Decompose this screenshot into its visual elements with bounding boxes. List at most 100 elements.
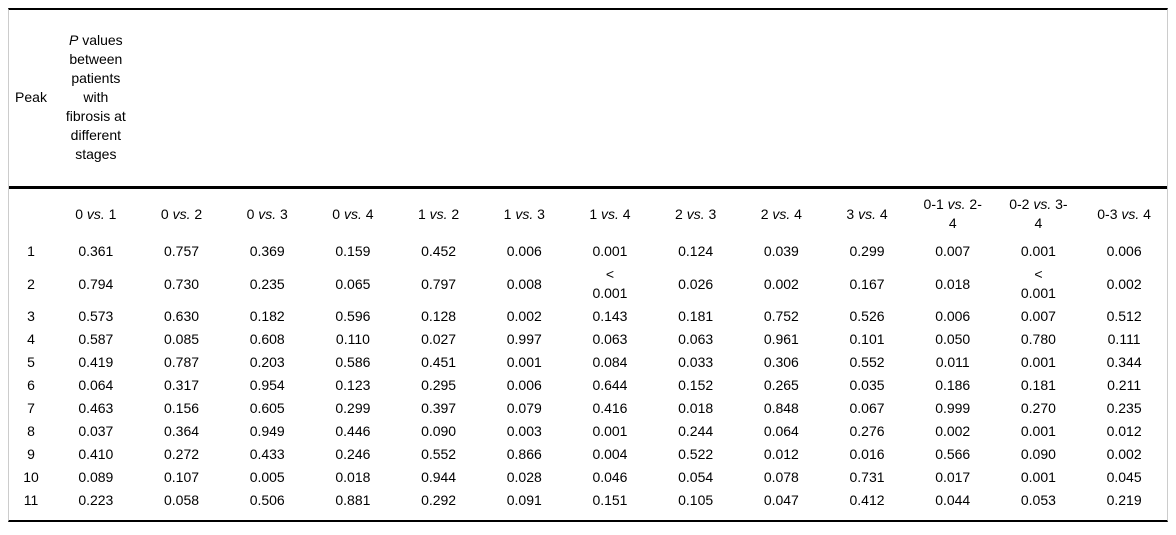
p-values-table-frame: Peak P values between patients with fibr… <box>8 8 1168 522</box>
p-value-cell: 0.211 <box>1107 377 1142 393</box>
p-value-cell: 0.167 <box>849 275 885 292</box>
p-value-cell: 0.006 <box>935 308 971 324</box>
p-value-cell: 0.105 <box>678 492 714 508</box>
p-value-cell: 0.002 <box>1106 275 1142 292</box>
p-value-cell: 0.566 <box>935 446 971 462</box>
p-value-cell: 0.001 <box>1020 423 1056 439</box>
p-value-cell: 0.949 <box>249 423 285 439</box>
main-header-text: P values between patients with fibrosis … <box>65 32 126 163</box>
table-row: 7 0.463 0.156 0.605 0.299 0.397 0.079 0.416 0.01… <box>9 397 1167 420</box>
table-body: 1 0.361 0.757 0.369 0.159 0.452 0.006 0.001 0.12… <box>9 240 1167 520</box>
p-value-cell: 0.064 <box>78 377 114 393</box>
peak-column-header: Peak <box>9 10 53 189</box>
p-value-cell: 0.001 <box>506 354 542 370</box>
p-value-cell: 0.416 <box>592 400 628 416</box>
p-value-cell: 0.044 <box>935 492 971 508</box>
column-label: 2 vs. 4 <box>739 187 825 240</box>
p-value-cell: 0.961 <box>763 331 799 347</box>
p-value-cell: 0.244 <box>678 423 714 439</box>
column-label: 0-1 vs. 2-4 <box>910 187 996 240</box>
p-value-cell: 0.002 <box>935 423 971 439</box>
p-value-cell: 0.630 <box>164 308 200 324</box>
p-value-cell: 0.223 <box>78 492 114 508</box>
p-value-cell: 0.186 <box>935 377 971 393</box>
p-value-cell: 0.067 <box>849 400 885 416</box>
p-value-cell: 0.053 <box>1020 492 1056 508</box>
peak-cell: 2 <box>27 275 35 292</box>
p-value-cell: 0.085 <box>164 331 200 347</box>
p-value-cell: 0.001 <box>592 423 628 439</box>
peak-cell: 5 <box>27 354 35 370</box>
p-value-cell: <0.001 <box>592 266 628 301</box>
p-value-cell: 0.999 <box>935 400 971 416</box>
p-value-cell: 0.181 <box>1020 377 1056 393</box>
p-value-cell: 0.265 <box>763 377 799 393</box>
p-value-cell: 0.090 <box>421 423 457 439</box>
p-value-cell: 0.364 <box>164 423 200 439</box>
column-label-empty <box>9 187 53 240</box>
column-label: 0 vs. 2 <box>139 187 225 240</box>
header-spacer <box>138 10 1167 189</box>
p-value-cell: 0.091 <box>506 492 542 508</box>
p-value-cell: 0.608 <box>249 331 285 347</box>
p-value-cell: 0.644 <box>592 377 628 393</box>
p-value-cell: 0.006 <box>506 243 542 259</box>
p-value-cell: 0.270 <box>1020 400 1056 416</box>
p-value-cell: 0.596 <box>335 308 371 324</box>
column-label: 0-2 vs. 3-4 <box>996 187 1082 240</box>
p-value-cell: 0.006 <box>506 377 542 393</box>
column-label: 1 vs. 2 <box>396 187 482 240</box>
p-value-cell: 0.002 <box>1106 446 1142 462</box>
peak-cell: 11 <box>23 492 39 508</box>
p-value-cell: 0.246 <box>335 446 371 462</box>
table-row: 1 0.361 0.757 0.369 0.159 0.452 0.006 0.001 0.12… <box>9 240 1167 263</box>
column-label: 0 vs. 1 <box>53 187 139 240</box>
p-value-cell: 0.797 <box>421 275 457 292</box>
peak-cell: 9 <box>27 446 35 462</box>
p-value-cell: 0.587 <box>78 331 114 347</box>
column-label-text: 0 vs. 2 <box>160 205 203 222</box>
column-labels-row: 0 vs. 1 0 vs. 2 0 vs. 3 0 vs. 4 1 vs. 2 1 vs.… <box>9 187 1167 240</box>
table-row: 5 0.419 0.787 0.203 0.586 0.451 0.001 0.084 0.03… <box>9 351 1167 374</box>
p-value-cell: 0.128 <box>421 308 457 324</box>
p-value-cell: 0.046 <box>592 469 628 485</box>
p-value-cell: 0.219 <box>1106 492 1142 508</box>
column-label-text: 1 vs. 2 <box>417 205 460 222</box>
column-label-text: 0 vs. 1 <box>75 205 117 222</box>
table-row: 10 0.089 0.107 0.005 0.018 0.944 0.028 0.046 0.0… <box>9 466 1167 489</box>
p-value-cell: 0.463 <box>78 400 114 416</box>
p-value-cell: 0.522 <box>678 446 714 462</box>
p-value-cell: 0.152 <box>678 377 714 393</box>
p-value-cell: 0.002 <box>506 308 542 324</box>
p-value-cell: 0.794 <box>78 275 114 292</box>
p-value-cell: 0.344 <box>1106 354 1142 370</box>
p-value-cell: 0.731 <box>849 469 885 485</box>
table-row: 6 0.064 0.317 0.954 0.123 0.295 0.006 0.644 0.15… <box>9 374 1167 397</box>
p-value-cell: 0.063 <box>678 331 714 347</box>
p-value-cell: 0.001 <box>592 243 628 259</box>
p-value-cell: 0.730 <box>164 275 200 292</box>
p-value-cell: 0.012 <box>763 446 799 462</box>
p-value-cell: 0.064 <box>763 423 799 439</box>
p-value-cell: 0.203 <box>249 354 285 370</box>
peak-cell: 7 <box>27 400 35 416</box>
p-value-cell: 0.506 <box>249 492 285 508</box>
peak-cell: 3 <box>27 308 35 324</box>
p-value-cell: 0.573 <box>78 308 114 324</box>
p-value-cell: 0.787 <box>164 354 200 370</box>
p-value-cell: 0.058 <box>164 492 200 508</box>
p-value-cell: 0.084 <box>592 354 628 370</box>
p-value-cell: 0.028 <box>506 469 542 485</box>
p-value-cell: 0.881 <box>335 492 371 508</box>
p-value-cell: 0.007 <box>1020 308 1056 324</box>
table-row: 4 0.587 0.085 0.608 0.110 0.027 0.997 0.063 0.06… <box>9 328 1167 351</box>
p-value-cell: 0.159 <box>335 243 371 259</box>
column-label: 2 vs. 3 <box>653 187 739 240</box>
column-label: 1 vs. 4 <box>567 187 653 240</box>
p-value-cell: 0.054 <box>678 469 714 485</box>
column-label: 3 vs. 4 <box>824 187 910 240</box>
p-value-cell: 0.039 <box>763 243 799 259</box>
p-value-cell: 0.033 <box>678 354 714 370</box>
p-value-cell: 0.410 <box>78 446 114 462</box>
p-value-cell: 0.317 <box>164 377 200 393</box>
